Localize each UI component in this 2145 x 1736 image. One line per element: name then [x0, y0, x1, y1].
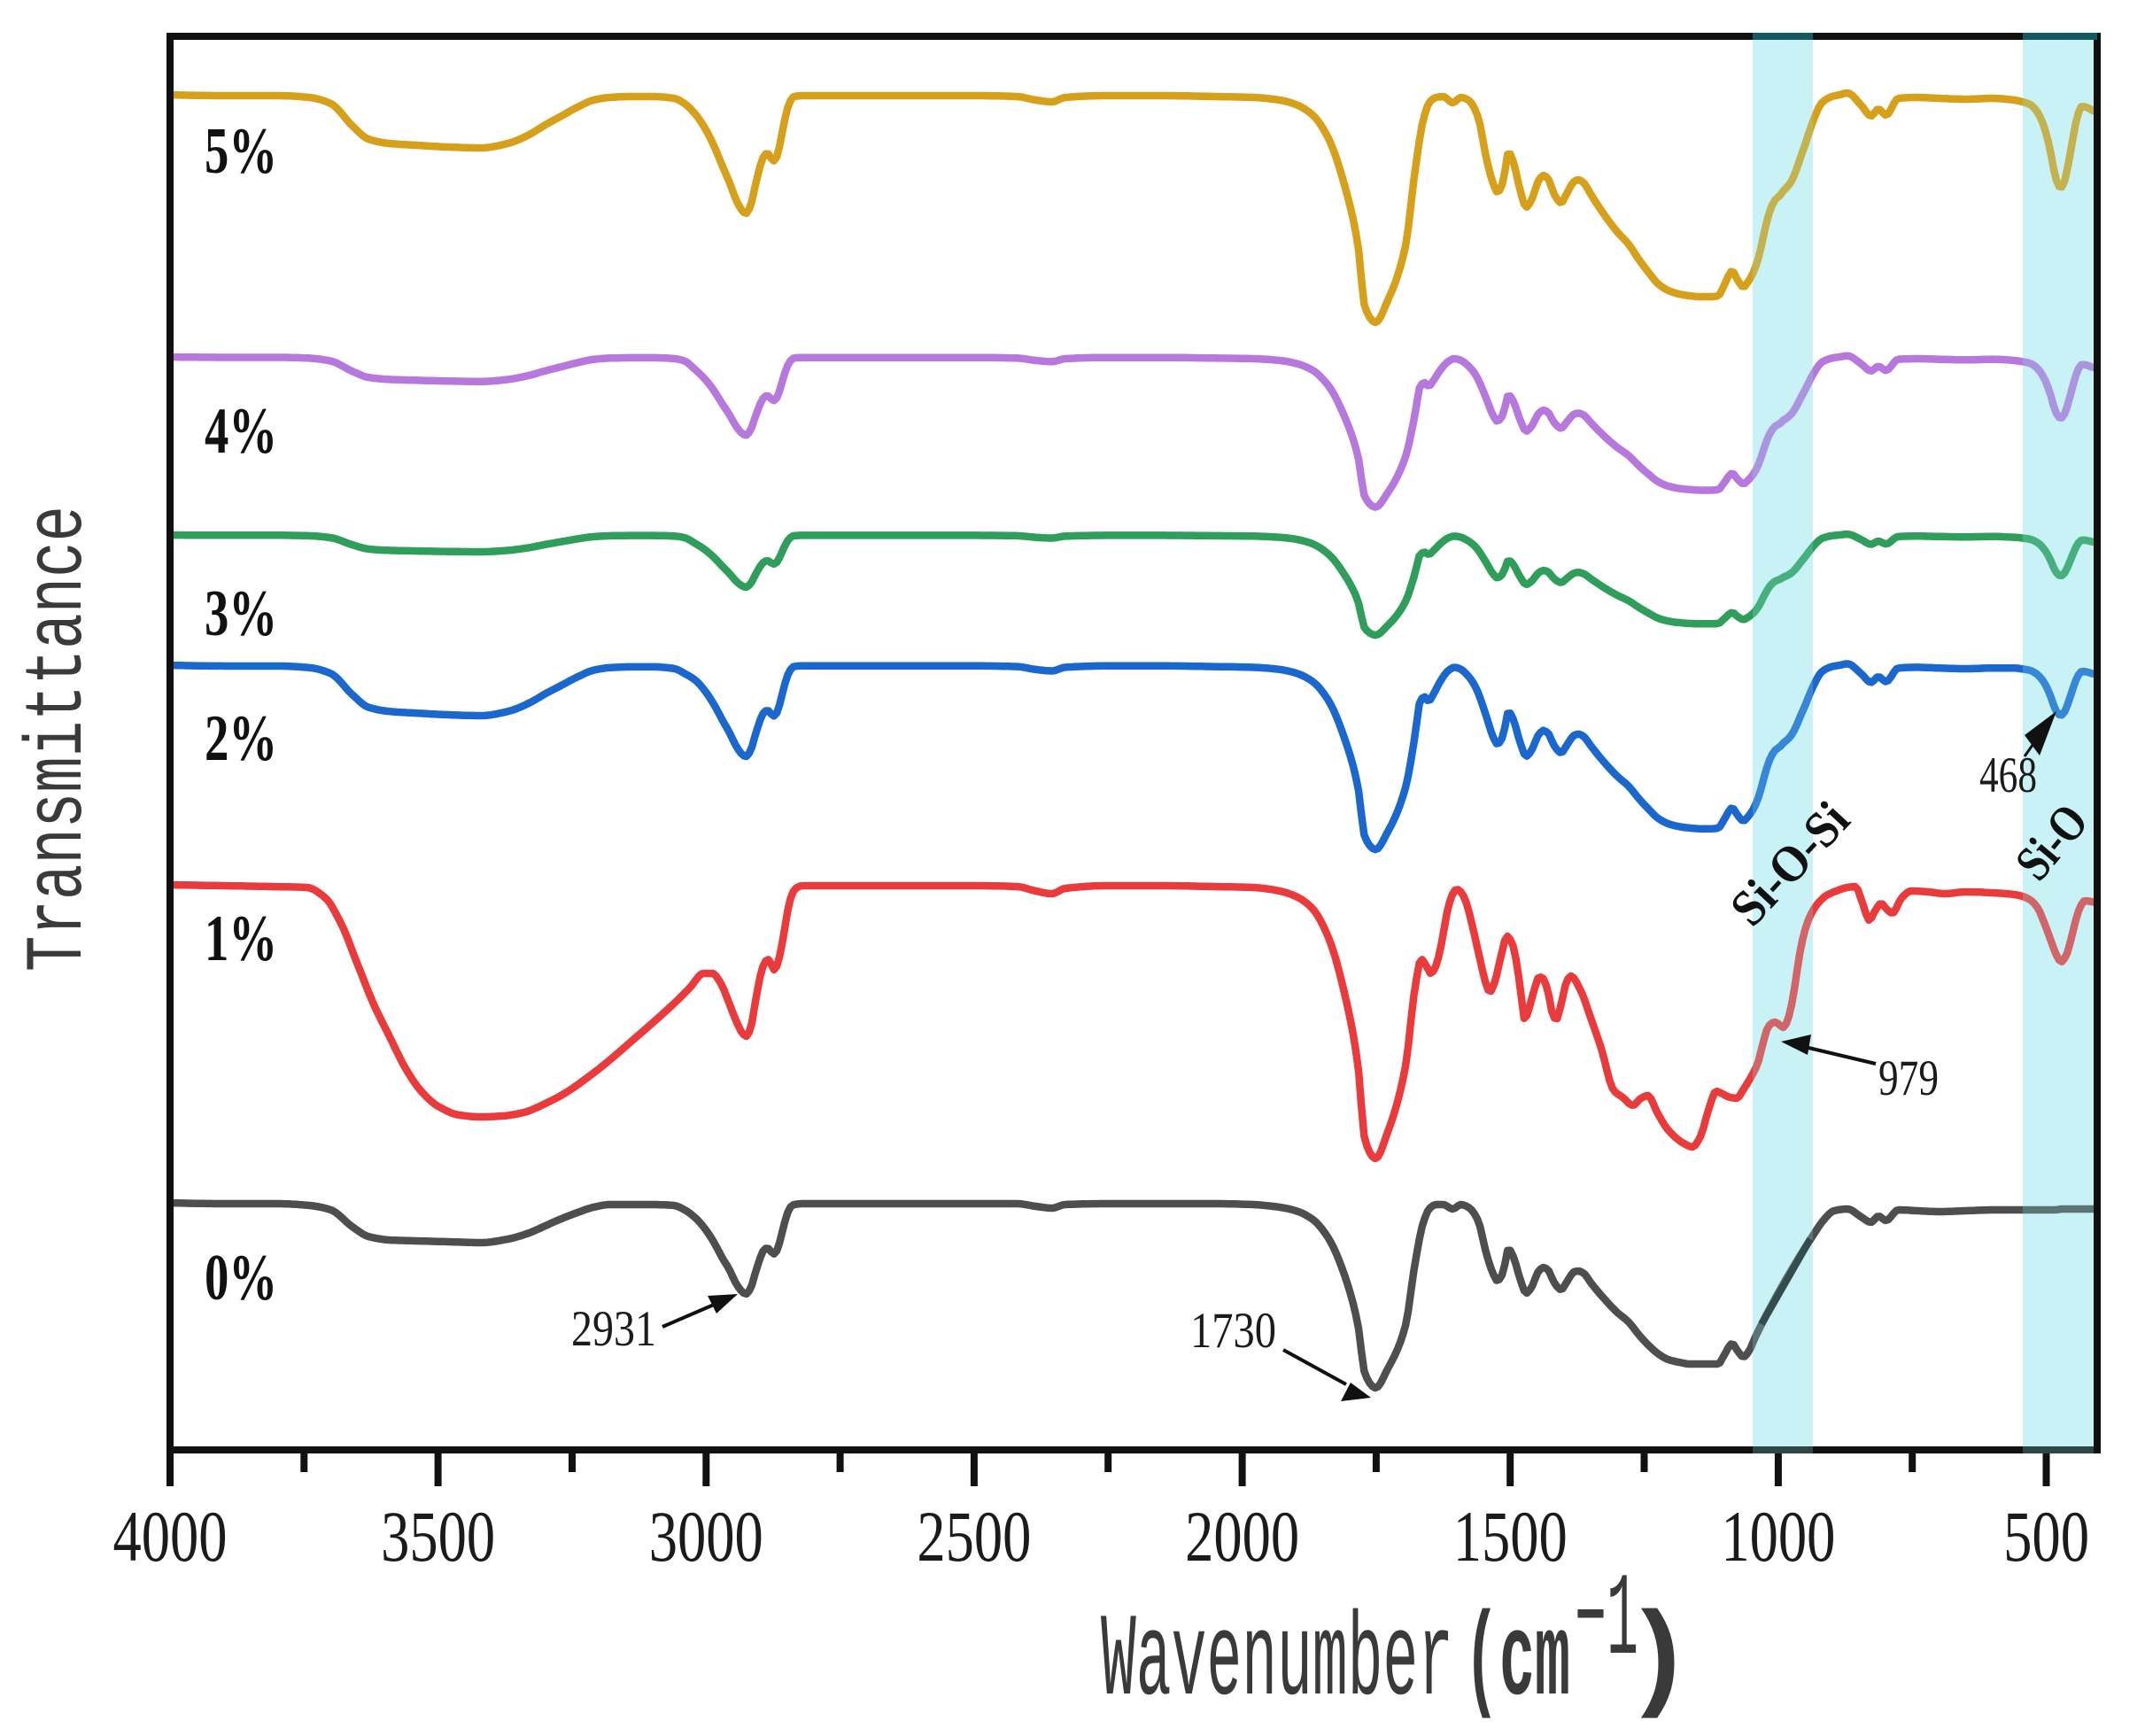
svg-text:2931: 2931: [571, 1301, 656, 1357]
svg-text:468: 468: [1979, 748, 2037, 803]
svg-text:2500: 2500: [917, 1496, 1031, 1577]
svg-text:1500: 1500: [1453, 1496, 1568, 1577]
svg-text:(cm: (cm: [1464, 1595, 1570, 1729]
svg-text:3000: 3000: [649, 1496, 763, 1577]
svg-text:500: 500: [2003, 1496, 2089, 1577]
svg-text:−1: −1: [1575, 1554, 1638, 1688]
svg-text:3500: 3500: [381, 1496, 495, 1577]
svg-text:2000: 2000: [1185, 1496, 1299, 1577]
svg-text:): ): [1623, 1595, 1694, 1729]
svg-text:2%: 2%: [205, 702, 277, 775]
svg-text:0%: 0%: [205, 1242, 277, 1314]
svg-text:4000: 4000: [113, 1496, 228, 1577]
svg-text:1730: 1730: [1190, 1303, 1276, 1359]
svg-text:1000: 1000: [1721, 1496, 1835, 1577]
svg-text:Transmittance: Transmittance: [12, 506, 105, 972]
svg-text:979: 979: [1878, 1050, 1939, 1106]
svg-text:4%: 4%: [205, 395, 277, 468]
svg-text:1%: 1%: [205, 903, 277, 975]
svg-text:Wavenumber: Wavenumber: [1101, 1595, 1453, 1729]
svg-text:5%: 5%: [205, 115, 277, 188]
svg-text:3%: 3%: [205, 577, 277, 650]
